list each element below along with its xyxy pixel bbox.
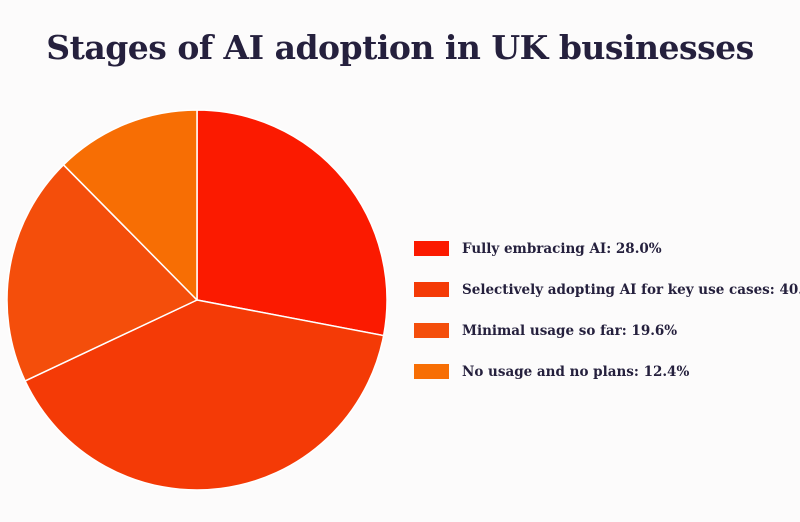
legend-label: Minimal usage so far: 19.6% xyxy=(462,322,678,339)
legend: Fully embracing AI: 28.0% Selectively ad… xyxy=(414,228,800,392)
legend-swatch xyxy=(414,364,449,379)
legend-swatch xyxy=(414,323,449,338)
legend-item: Fully embracing AI: 28.0% xyxy=(414,228,794,269)
legend-item: Minimal usage so far: 19.6% xyxy=(414,310,794,351)
legend-label: Fully embracing AI: 28.0% xyxy=(462,240,662,257)
legend-item: No usage and no plans: 12.4% xyxy=(414,351,794,392)
legend-item: Selectively adopting AI for key use case… xyxy=(414,269,800,310)
pie-slice-selectively-adopting-ai-for-key-use-cases xyxy=(24,299,385,491)
legend-label: Selectively adopting AI for key use case… xyxy=(462,281,800,298)
legend-swatch xyxy=(414,241,449,256)
pie-slices xyxy=(6,109,388,491)
pie-slice-minimal-usage-so-far xyxy=(6,164,198,382)
chart-title: Stages of AI adoption in UK businesses xyxy=(46,28,754,67)
pie-slice-no-usage-and-no-plans xyxy=(62,109,198,301)
pie-slice-fully-embracing-ai xyxy=(196,109,388,337)
legend-label: No usage and no plans: 12.4% xyxy=(462,363,690,380)
legend-swatch xyxy=(414,282,449,297)
